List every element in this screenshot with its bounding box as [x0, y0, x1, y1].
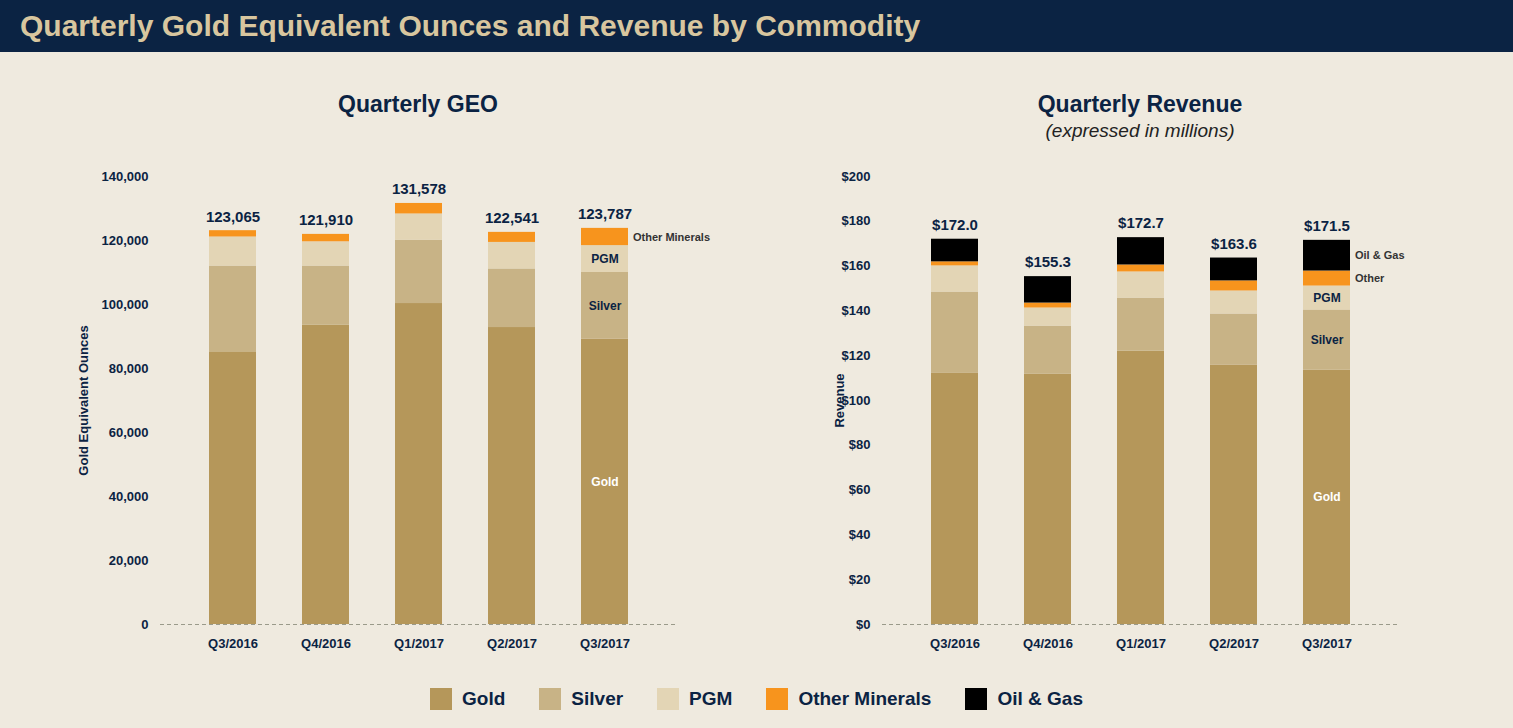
svg-text:122,541: 122,541 — [485, 209, 539, 226]
svg-text:$180: $180 — [842, 213, 871, 228]
html-text:Gold: Gold — [462, 688, 506, 709]
svg-text:Silver: Silver — [1311, 333, 1344, 347]
svg-text:120,000: 120,000 — [102, 233, 149, 248]
svg-text:$140: $140 — [842, 303, 871, 318]
svg-text:60,000: 60,000 — [109, 425, 149, 440]
svg-text:Oil & Gas: Oil & Gas — [1355, 249, 1405, 261]
svg-text:$160: $160 — [842, 258, 871, 273]
svg-text:PGM: PGM — [1313, 291, 1340, 305]
svg-text:$155.3: $155.3 — [1025, 253, 1071, 270]
svg-text:$20: $20 — [849, 572, 871, 587]
svg-text:100,000: 100,000 — [102, 297, 149, 312]
svg-text:Q3/2017: Q3/2017 — [1302, 636, 1352, 651]
svg-text:Q4/2016: Q4/2016 — [1023, 636, 1073, 651]
svg-text:Gold: Gold — [1313, 490, 1340, 504]
svg-text:Q4/2016: Q4/2016 — [301, 636, 351, 651]
svg-text:Q2/2017: Q2/2017 — [1209, 636, 1259, 651]
svg-text:Q2/2017: Q2/2017 — [487, 636, 537, 651]
svg-text:$100: $100 — [841, 392, 871, 408]
svg-text:131,578: 131,578 — [392, 180, 446, 197]
html-text:Other Minerals: Other Minerals — [798, 688, 932, 709]
svg-text:$172.7: $172.7 — [1118, 214, 1164, 231]
svg-text:$80: $80 — [849, 437, 871, 452]
svg-text:Gold: Gold — [591, 475, 618, 489]
svg-text:121,910: 121,910 — [299, 211, 353, 228]
svg-text:123,065: 123,065 — [206, 207, 260, 224]
svg-text:Other Minerals: Other Minerals — [633, 231, 710, 243]
html-text:Quarterly Revenue: Quarterly Revenue — [1037, 91, 1243, 117]
svg-text:Silver: Silver — [589, 299, 622, 313]
html-text:PGM: PGM — [689, 688, 733, 709]
svg-text:20,000: 20,000 — [109, 553, 149, 568]
svg-text:PGM: PGM — [591, 252, 618, 266]
html-text:(expressed in millions): (expressed in millions) — [1045, 120, 1235, 141]
svg-text:Q1/2017: Q1/2017 — [1116, 636, 1166, 651]
html-text:Oil & Gas: Oil & Gas — [997, 688, 1083, 709]
svg-text:Other: Other — [1355, 272, 1385, 284]
svg-text:$171.5: $171.5 — [1304, 217, 1350, 234]
svg-text:Q3/2017: Q3/2017 — [580, 636, 630, 651]
svg-text:Q1/2017: Q1/2017 — [394, 636, 444, 651]
html-text:Quarterly GEO: Quarterly GEO — [338, 91, 498, 117]
svg-text:$200: $200 — [842, 169, 871, 184]
svg-text:Q3/2016: Q3/2016 — [208, 636, 258, 651]
svg-text:$120: $120 — [842, 348, 871, 363]
svg-text:$60: $60 — [849, 482, 871, 497]
svg-text:$172.0: $172.0 — [932, 216, 978, 233]
svg-text:140,000: 140,000 — [102, 169, 149, 184]
svg-text:$163.6: $163.6 — [1211, 235, 1257, 252]
svg-text:Q3/2016: Q3/2016 — [930, 636, 980, 651]
svg-text:0: 0 — [141, 617, 148, 632]
html-text:Quarterly Gold Equivalent Ounc: Quarterly Gold Equivalent Ounces and Rev… — [20, 9, 921, 42]
svg-text:$0: $0 — [856, 617, 870, 632]
svg-text:123,787: 123,787 — [578, 205, 632, 222]
svg-text:Revenue: Revenue — [832, 373, 847, 427]
html-text:Silver: Silver — [571, 688, 624, 709]
svg-text:80,000: 80,000 — [109, 361, 149, 376]
svg-text:$40: $40 — [849, 527, 871, 542]
svg-text:40,000: 40,000 — [109, 489, 149, 504]
svg-text:Gold Equivalent Ounces: Gold Equivalent Ounces — [76, 325, 91, 475]
